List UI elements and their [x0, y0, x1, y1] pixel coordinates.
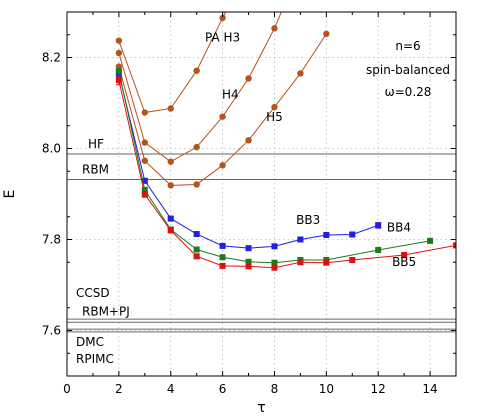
- data-point: [297, 70, 304, 77]
- series-bb5: [115, 75, 456, 271]
- data-point: [375, 222, 382, 229]
- data-point: [193, 67, 200, 74]
- data-point: [323, 30, 330, 38]
- series-clip-group: [115, 12, 456, 271]
- series-layer: [115, 12, 456, 271]
- series-label: H5: [266, 110, 283, 124]
- data-point: [167, 227, 174, 234]
- data-point: [349, 256, 356, 263]
- data-point: [349, 231, 356, 238]
- series-pa-h3: [115, 12, 227, 116]
- data-point: [453, 242, 456, 249]
- data-point: [245, 258, 252, 265]
- data-point: [141, 186, 148, 193]
- series-label: H4: [222, 87, 239, 101]
- axis-ticks: 0 2 4 6 8 10 12 14 7.6 7.8 8.0 8.2: [42, 12, 456, 396]
- data-point: [141, 139, 148, 146]
- series-h5: [115, 30, 330, 189]
- data-point: [245, 137, 252, 144]
- data-point: [115, 49, 123, 57]
- data-point: [219, 242, 226, 249]
- data-point: [193, 231, 200, 238]
- data-point: [219, 162, 226, 169]
- data-point: [427, 237, 434, 244]
- data-point: [193, 253, 200, 260]
- data-point: [141, 109, 148, 116]
- reference-label: DMC: [76, 335, 104, 349]
- series-h4: [115, 12, 282, 165]
- annotation-n: n=6: [395, 39, 420, 53]
- reference-label: RBM+PJ: [82, 304, 130, 318]
- y-tick-label: 8.2: [42, 51, 61, 65]
- reference-label: HF: [88, 137, 104, 151]
- data-point: [141, 177, 148, 184]
- data-point: [193, 143, 200, 151]
- data-point: [219, 113, 226, 120]
- series-line: [118, 73, 379, 249]
- x-tick-label: 2: [115, 382, 123, 396]
- data-point: [245, 75, 252, 82]
- x-tick-label: 10: [319, 382, 334, 396]
- reference-label: RPIMC: [76, 352, 114, 366]
- x-tick-label: 14: [422, 382, 437, 396]
- series-label: BB3: [296, 213, 320, 227]
- data-point: [219, 14, 226, 22]
- data-point: [219, 262, 226, 269]
- series-label: BB5: [392, 255, 416, 269]
- data-point: [323, 231, 330, 238]
- x-tick-label: 12: [371, 382, 386, 396]
- data-point: [271, 264, 278, 271]
- x-tick-label: 0: [63, 382, 71, 396]
- y-tick-label: 7.8: [42, 233, 61, 247]
- x-tick-label: 8: [271, 382, 279, 396]
- labels: HF RBM CCSD RBM+PJ DMC RPIMC PA H3 H4 H5 BB3 BB4 BB…: [76, 31, 416, 366]
- data-point: [141, 157, 148, 164]
- data-point: [323, 259, 330, 266]
- data-point: [115, 37, 123, 44]
- data-point: [297, 259, 304, 266]
- data-point: [167, 215, 174, 222]
- series-bb3: [115, 69, 382, 252]
- series-label: BB4: [387, 220, 411, 234]
- data-point: [375, 246, 382, 253]
- annotation-omega: ω=0.28: [385, 85, 432, 99]
- plot-frame: [66, 11, 457, 377]
- data-point: [115, 77, 122, 84]
- data-point: [167, 158, 174, 165]
- data-point: [193, 181, 200, 188]
- data-point: [115, 68, 122, 75]
- y-tick-label: 7.6: [42, 324, 61, 338]
- data-point: [193, 246, 200, 253]
- x-axis-label: τ: [257, 400, 265, 416]
- data-point: [219, 254, 226, 261]
- data-point: [271, 243, 278, 250]
- series-line: [118, 80, 456, 269]
- x-tick-label: 4: [167, 382, 175, 396]
- y-axis-label: E: [2, 190, 18, 199]
- data-point: [297, 236, 304, 243]
- series-line: [118, 12, 282, 163]
- reference-lines: [67, 153, 456, 333]
- reference-label: RBM: [82, 162, 109, 176]
- data-point: [401, 251, 408, 258]
- data-point: [245, 245, 252, 252]
- grid: [67, 12, 456, 376]
- annotation-spin: spin-balanced: [366, 63, 450, 77]
- data-point: [271, 25, 278, 32]
- y-tick-label: 8.0: [42, 142, 61, 156]
- data-point: [141, 191, 148, 198]
- reference-label: CCSD: [76, 286, 110, 300]
- data-point: [167, 105, 174, 112]
- data-point: [167, 182, 174, 189]
- data-point: [271, 103, 278, 111]
- series-line: [118, 12, 227, 114]
- series-label: PA H3: [205, 31, 240, 45]
- data-point: [245, 263, 252, 270]
- data-point: [271, 259, 278, 266]
- x-tick-label: 6: [219, 382, 227, 396]
